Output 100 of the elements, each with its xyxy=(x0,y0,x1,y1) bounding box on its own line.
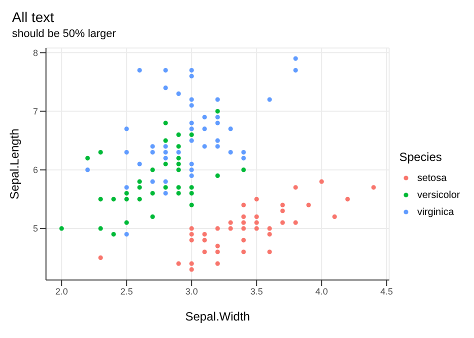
point xyxy=(215,144,220,149)
point xyxy=(150,168,155,172)
point xyxy=(241,238,246,242)
y-tick-label: 5 xyxy=(32,224,38,234)
point xyxy=(163,144,168,149)
point xyxy=(176,190,181,196)
point xyxy=(345,196,350,202)
point xyxy=(254,214,259,220)
point xyxy=(137,185,142,190)
point xyxy=(241,168,246,172)
point xyxy=(150,190,155,196)
point xyxy=(137,196,142,202)
point xyxy=(124,126,129,132)
point xyxy=(280,202,285,208)
point xyxy=(189,103,194,108)
point xyxy=(215,244,220,248)
point xyxy=(202,250,207,254)
point xyxy=(202,114,207,120)
point xyxy=(163,86,168,90)
point xyxy=(215,108,220,114)
point xyxy=(306,202,311,208)
point xyxy=(176,150,181,155)
point xyxy=(137,162,142,166)
point xyxy=(202,144,207,149)
chart-subtitle: should be 50% larger xyxy=(11,27,117,42)
point xyxy=(150,144,155,149)
point xyxy=(124,232,129,237)
point xyxy=(163,162,168,166)
point xyxy=(228,126,233,132)
point xyxy=(267,250,272,254)
x-tick-label: 2.0 xyxy=(55,286,68,296)
point xyxy=(189,74,194,78)
x-tick-label: 4.0 xyxy=(315,286,328,296)
point xyxy=(267,226,272,231)
point xyxy=(202,232,207,237)
point xyxy=(189,232,194,237)
point xyxy=(293,68,298,73)
point xyxy=(150,150,155,155)
point xyxy=(293,185,298,190)
point xyxy=(163,179,168,184)
legend-title: Species xyxy=(399,150,443,164)
point xyxy=(254,226,259,231)
point xyxy=(176,156,181,160)
point xyxy=(189,126,194,132)
point xyxy=(241,202,246,208)
point xyxy=(215,114,220,120)
point xyxy=(215,138,220,143)
point xyxy=(293,56,298,61)
point xyxy=(189,173,194,178)
point xyxy=(176,91,181,96)
point xyxy=(189,120,194,126)
point xyxy=(98,196,103,202)
point xyxy=(189,162,194,166)
point xyxy=(189,261,194,266)
point xyxy=(98,255,103,260)
point xyxy=(189,138,194,143)
point xyxy=(163,120,168,126)
point xyxy=(124,196,129,202)
point xyxy=(371,185,376,190)
point xyxy=(215,120,220,126)
point xyxy=(189,185,194,190)
point xyxy=(163,138,168,143)
point xyxy=(137,68,142,73)
point xyxy=(98,150,103,155)
chart-title: All text xyxy=(11,8,56,26)
point xyxy=(111,196,116,202)
point xyxy=(176,144,181,149)
legend-label: virginica xyxy=(417,206,454,218)
point xyxy=(280,208,285,214)
legend-label: setosa xyxy=(417,172,447,184)
point xyxy=(163,68,168,73)
x-tick-label: 3.5 xyxy=(250,286,263,296)
point xyxy=(85,168,90,172)
point xyxy=(124,150,129,155)
point xyxy=(254,220,259,225)
point xyxy=(241,214,246,220)
point xyxy=(163,156,168,160)
point xyxy=(280,220,285,225)
point xyxy=(189,202,194,208)
point xyxy=(189,132,194,138)
point xyxy=(137,179,142,184)
point xyxy=(241,156,246,160)
point xyxy=(150,179,155,184)
point xyxy=(228,220,233,225)
y-tick-label: 8 xyxy=(32,48,38,58)
point xyxy=(215,250,220,254)
point xyxy=(202,126,207,132)
point xyxy=(215,97,220,102)
point xyxy=(319,179,324,184)
point xyxy=(163,190,168,196)
point xyxy=(124,185,129,190)
point xyxy=(215,261,220,266)
point xyxy=(189,267,194,272)
point xyxy=(176,261,181,266)
point xyxy=(111,232,116,237)
y-tick-label: 6 xyxy=(32,165,38,176)
point xyxy=(189,238,194,242)
point xyxy=(228,226,233,231)
point xyxy=(124,220,129,225)
point xyxy=(176,132,181,138)
